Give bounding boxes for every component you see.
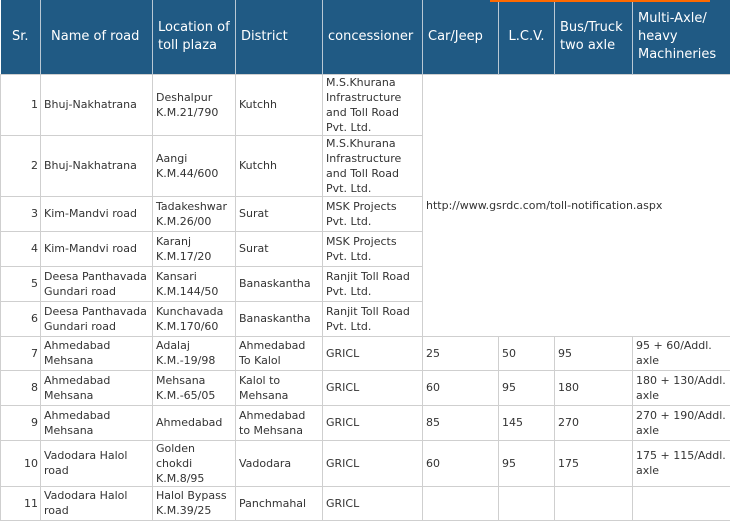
cell-district: Kalol to Mehsana [236,370,323,405]
cell-sr: 6 [1,301,41,336]
cell-district: Ahmedabad to Mehsana [236,405,323,440]
cell-concessioner: Ranjit Toll Road Pvt. Ltd. [323,301,423,336]
cell-sr: 1 [1,74,41,135]
cell-district: Kutchh [236,135,323,196]
cell-location: Ahmedabad [153,405,236,440]
cell-location: Halol Bypass K.M.39/25 [153,486,236,520]
table-row: 1 Bhuj-Nakhatrana Deshalpur K.M.21/790 K… [1,74,730,135]
cell-location: Karanj K.M.17/20 [153,231,236,266]
header-district: District [236,0,323,74]
cell-car: 85 [423,405,499,440]
cell-location: Golden chokdi K.M.8/95 [153,440,236,486]
cell-road: Vadodara Halol road [41,440,153,486]
cell-district: Banaskantha [236,301,323,336]
cell-multi: 270 + 190/Addl. axle [633,405,730,440]
cell-concessioner: GRICL [323,405,423,440]
cell-district: Surat [236,196,323,231]
cell-road: Kim-Mandvi road [41,231,153,266]
cell-location: Kansari K.M.144/50 [153,266,236,301]
cell-car: 25 [423,336,499,370]
cell-road: Deesa Panthavada Gundari road [41,266,153,301]
header-sr: Sr. [1,0,41,74]
cell-concessioner: M.S.Khurana Infrastructure and Toll Road… [323,135,423,196]
cell-lcv: 95 [499,440,555,486]
cell-car: 60 [423,440,499,486]
top-accent-line [490,0,710,2]
cell-sr: 5 [1,266,41,301]
cell-bus: 175 [555,440,633,486]
header-bus: Bus/Truck two axle [555,0,633,74]
cell-district: Kutchh [236,74,323,135]
table-row: 7 Ahmedabad Mehsana Adalaj K.M.-19/98 Ah… [1,336,730,370]
toll-notification-link[interactable]: http://www.gsrdc.com/toll-notification.a… [426,199,662,212]
cell-location: Mehsana K.M.-65/05 [153,370,236,405]
table-row: 11 Vadodara Halol road Halol Bypass K.M.… [1,486,730,520]
table-row: 9 Ahmedabad Mehsana Ahmedabad Ahmedabad … [1,405,730,440]
cell-location: Tadakeshwar K.M.26/00 [153,196,236,231]
cell-car: 60 [423,370,499,405]
cell-district: Panchmahal [236,486,323,520]
cell-sr: 11 [1,486,41,520]
cell-sr: 3 [1,196,41,231]
cell-multi [633,486,730,520]
cell-lcv: 145 [499,405,555,440]
header-location: Location of toll plaza [153,0,236,74]
cell-concessioner: GRICL [323,486,423,520]
cell-district: Surat [236,231,323,266]
cell-concessioner: GRICL [323,370,423,405]
cell-road: Vadodara Halol road [41,486,153,520]
cell-road: Bhuj-Nakhatrana [41,74,153,135]
cell-bus [555,486,633,520]
cell-concessioner: GRICL [323,440,423,486]
cell-road: Ahmedabad Mehsana [41,336,153,370]
cell-location: Aangi K.M.44/600 [153,135,236,196]
cell-sr: 4 [1,231,41,266]
cell-lcv: 50 [499,336,555,370]
cell-sr: 7 [1,336,41,370]
cell-lcv [499,486,555,520]
cell-concessioner: M.S.Khurana Infrastructure and Toll Road… [323,74,423,135]
cell-sr: 8 [1,370,41,405]
header-lcv: L.C.V. [499,0,555,74]
cell-bus: 95 [555,336,633,370]
cell-concessioner: MSK Projects Pvt. Ltd. [323,231,423,266]
cell-road: Bhuj-Nakhatrana [41,135,153,196]
cell-district: Banaskantha [236,266,323,301]
cell-sr: 9 [1,405,41,440]
header-car: Car/Jeep [423,0,499,74]
table-row: 8 Ahmedabad Mehsana Mehsana K.M.-65/05 K… [1,370,730,405]
cell-location: Adalaj K.M.-19/98 [153,336,236,370]
cell-sr: 10 [1,440,41,486]
cell-location: Deshalpur K.M.21/790 [153,74,236,135]
cell-concessioner: GRICL [323,336,423,370]
cell-road: Ahmedabad Mehsana [41,405,153,440]
cell-road: Kim-Mandvi road [41,196,153,231]
cell-bus: 270 [555,405,633,440]
cell-bus: 180 [555,370,633,405]
cell-district: Vadodara [236,440,323,486]
header-concessioner: concessioner [323,0,423,74]
header-multi: Multi-Axle/ heavy Machineries [633,0,730,74]
cell-multi: 180 + 130/Addl. axle [633,370,730,405]
table-row: 10 Vadodara Halol road Golden chokdi K.M… [1,440,730,486]
cell-multi: 175 + 115/Addl. axle [633,440,730,486]
cell-road: Ahmedabad Mehsana [41,370,153,405]
toll-notification-link-cell: http://www.gsrdc.com/toll-notification.a… [423,74,730,336]
cell-district: Ahmedabad To Kalol [236,336,323,370]
cell-car [423,486,499,520]
header-road: Name of road [41,0,153,74]
cell-sr: 2 [1,135,41,196]
cell-multi: 95 + 60/Addl. axle [633,336,730,370]
cell-road: Deesa Panthavada Gundari road [41,301,153,336]
cell-lcv: 95 [499,370,555,405]
cell-location: Kunchavada K.M.170/60 [153,301,236,336]
cell-concessioner: Ranjit Toll Road Pvt. Ltd. [323,266,423,301]
table-header-row: Sr. Name of road Location of toll plaza … [1,0,730,74]
cell-concessioner: MSK Projects Pvt. Ltd. [323,196,423,231]
